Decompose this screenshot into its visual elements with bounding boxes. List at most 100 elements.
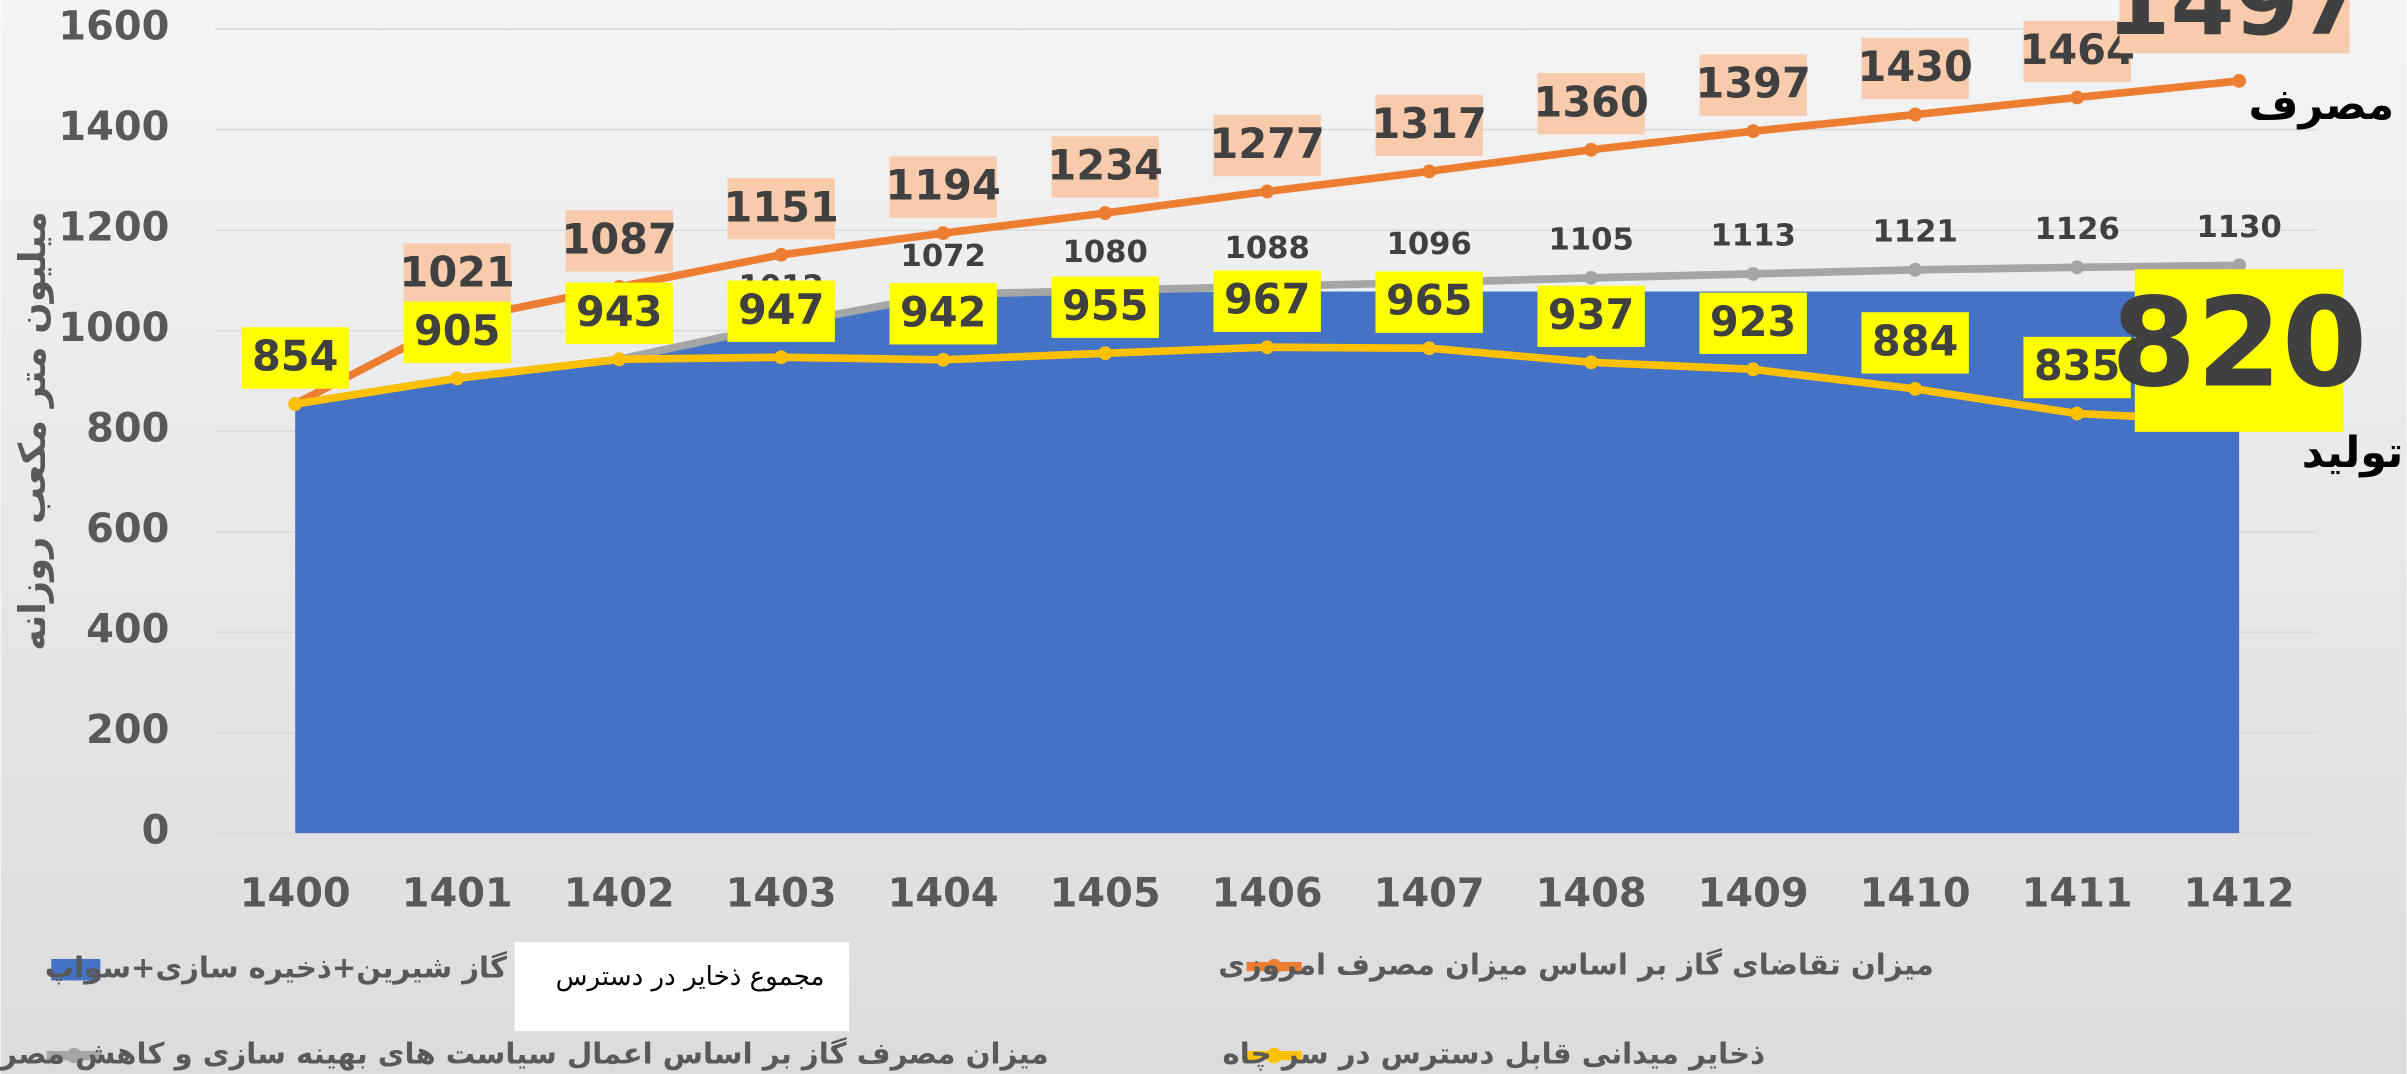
data-label-box (1861, 312, 1969, 374)
x-tick-label: 1411 (2022, 871, 2133, 917)
data-label-box (889, 156, 997, 218)
data-label-box (2134, 269, 2344, 432)
data-label: 1021 (400, 249, 515, 297)
point (1746, 362, 1761, 377)
y-tick-label: 600 (86, 506, 169, 552)
y-tick-label: 0 (142, 808, 170, 854)
data-label-box (1537, 285, 1645, 347)
data-label: 943 (576, 288, 662, 336)
point (1908, 107, 1923, 122)
data-label: 905 (414, 307, 500, 355)
data-label: 1096 (1386, 227, 1471, 262)
data-label-box (727, 178, 835, 240)
point (1098, 206, 1113, 220)
data-label-box (1699, 292, 1807, 354)
annotation: مجموع ذخایر در دسترس (556, 962, 825, 992)
data-label-box (2023, 336, 2131, 399)
point (1584, 355, 1599, 370)
data-label: 1497 (2106, 0, 2362, 56)
data-label-box (1861, 37, 1969, 100)
data-label: 1113 (1710, 219, 1795, 254)
data-label-box (1051, 276, 1159, 338)
data-label: 937 (1548, 291, 1634, 339)
data-label: 1430 (1858, 43, 1973, 91)
data-label: 942 (900, 288, 986, 336)
point (774, 247, 789, 262)
x-tick-label: 1410 (1860, 871, 1971, 917)
data-label-box (241, 327, 349, 389)
point (2070, 260, 2085, 275)
data-label-box (1375, 271, 1483, 333)
data-label: 1151 (724, 183, 839, 231)
data-label-box (727, 280, 835, 342)
labels: 8549059431012107210801088109611051113112… (241, 0, 2367, 432)
x-tick-label: 1404 (888, 871, 999, 917)
y-tick-label: 800 (86, 406, 169, 452)
data-label: 1317 (1372, 100, 1487, 148)
legend: گاز شیرین+ذخیره سازی+سواپ میزان تقاضای گا… (0, 948, 1934, 1072)
data-label: 1121 (1872, 215, 1957, 250)
data-label: 965 (1386, 277, 1472, 325)
data-label: 884 (1872, 317, 1958, 365)
point (774, 350, 789, 365)
legend-swatch (66, 1047, 82, 1064)
x-tick-label: 1408 (1536, 871, 1647, 917)
data-label-box (2023, 20, 2131, 83)
legend-swatch (1266, 958, 1282, 975)
data-label: 1360 (1534, 78, 1649, 126)
y-tick-label: 1600 (58, 4, 169, 50)
x-tick-label: 1402 (564, 871, 675, 917)
point (2232, 258, 2247, 273)
area (295, 291, 2240, 834)
point (2232, 74, 2247, 88)
data-label: 1105 (1548, 223, 1633, 258)
data-label-box (565, 210, 673, 272)
x-tick-label: 1401 (402, 871, 513, 917)
legend-label: میزان مصرف گاز بر اساس اعمال سیاست های ب… (0, 1037, 1049, 1071)
point (1422, 164, 1437, 179)
data-label: 1088 (1224, 231, 1309, 266)
data-label: 1087 (562, 215, 677, 263)
point (2070, 406, 2085, 421)
data-label-box (1213, 270, 1321, 332)
data-label-box (1537, 73, 1645, 135)
data-label-box (1213, 114, 1321, 177)
data-label: 1080 (1062, 235, 1147, 270)
point (1422, 341, 1437, 356)
data-label: 1072 (900, 239, 985, 274)
annotation-box (514, 942, 850, 1032)
legend-label: میزان تقاضای گاز بر اساس میزان مصرف امرو… (1218, 948, 1934, 982)
data-label: 947 (738, 286, 824, 334)
data-label: 1234 (1048, 142, 1163, 190)
point (1260, 340, 1275, 355)
data-label-box (889, 283, 997, 345)
x-tick-label: 1405 (1050, 871, 1161, 917)
annotation: مصرف (2249, 80, 2395, 130)
point (936, 226, 951, 241)
point (1908, 382, 1923, 396)
x-tick-label: 1400 (240, 871, 351, 917)
point (1584, 142, 1599, 157)
data-label: 967 (1224, 276, 1310, 324)
data-label-box (403, 301, 511, 364)
data-label: 1194 (886, 162, 1001, 210)
data-label: 1397 (1696, 60, 1811, 108)
legend-swatch (51, 958, 101, 981)
legend-label: گاز شیرین+ذخیره سازی+سواپ (45, 951, 507, 985)
data-label: 854 (252, 333, 338, 381)
y-tick-label: 1200 (58, 205, 169, 251)
data-label-box (1375, 94, 1483, 157)
data-label: 1130 (2196, 210, 2281, 245)
point (1260, 184, 1275, 199)
data-label: 835 (2034, 342, 2120, 390)
y-axis-label: میلیون متر مکعب روزانه (11, 211, 54, 651)
point (2070, 90, 2085, 105)
point (450, 371, 465, 386)
legend-swatch (1266, 1047, 1282, 1064)
point (1908, 262, 1923, 277)
data-label: 820 (2111, 272, 2367, 415)
data-label: 1277 (1210, 120, 1325, 168)
data-label-box (2119, 0, 2350, 54)
point (1098, 346, 1113, 361)
data-label: 923 (1710, 298, 1796, 346)
